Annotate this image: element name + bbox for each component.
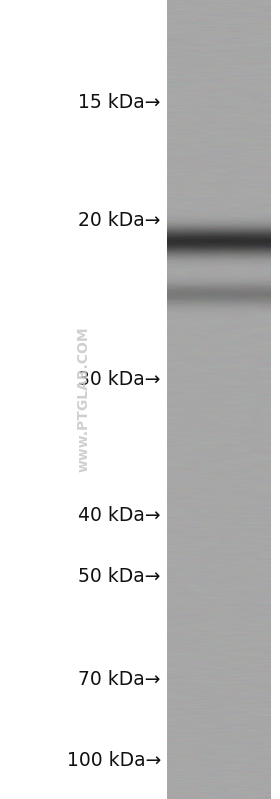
- Text: 40 kDa→: 40 kDa→: [78, 506, 161, 525]
- Text: 50 kDa→: 50 kDa→: [78, 567, 161, 586]
- Text: 15 kDa→: 15 kDa→: [78, 93, 161, 112]
- Text: 30 kDa→: 30 kDa→: [78, 370, 161, 389]
- Text: 20 kDa→: 20 kDa→: [78, 211, 161, 230]
- Text: 100 kDa→: 100 kDa→: [67, 751, 161, 770]
- Text: 70 kDa→: 70 kDa→: [78, 670, 161, 689]
- Text: www.PTGLAB.COM: www.PTGLAB.COM: [77, 327, 91, 472]
